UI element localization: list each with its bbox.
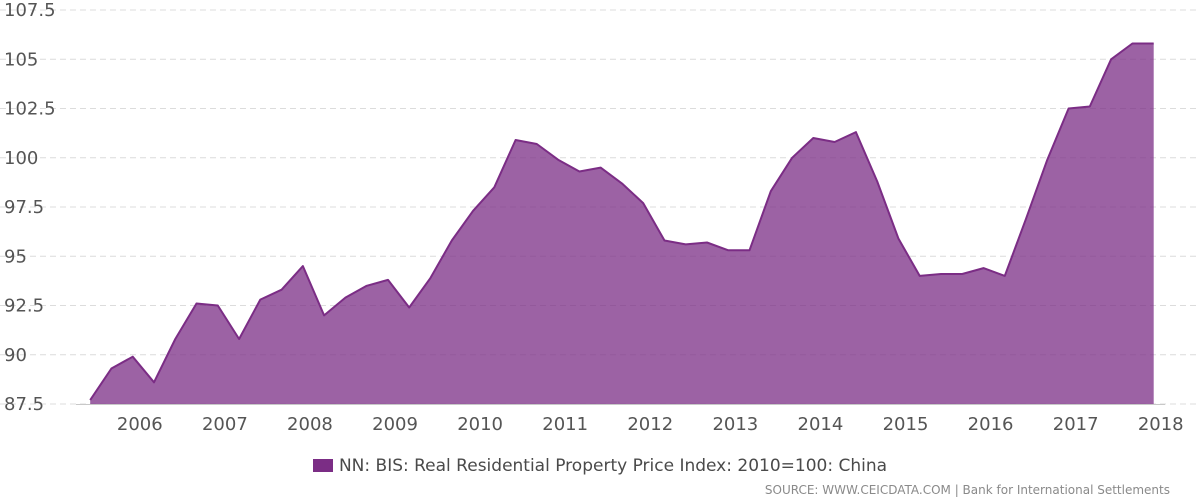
y-tick-label: 92.5 [4,296,44,317]
data-point [259,298,261,300]
data-point [429,277,431,279]
data-point [982,267,984,269]
data-point [472,210,474,212]
data-point [918,275,920,277]
data-point [727,249,729,251]
x-tick-label: 2016 [968,414,1014,435]
data-point [195,302,197,304]
data-point [365,285,367,287]
data-point [89,399,91,401]
data-point [961,273,963,275]
data-point [280,289,282,291]
data-point [557,159,559,161]
x-tick-label: 2006 [117,414,163,435]
y-tick-label: 90 [4,345,27,366]
y-tick-label: 100 [4,148,38,169]
x-tick-label: 2017 [1053,414,1099,435]
data-point [1110,58,1112,60]
area-series [76,42,1165,405]
data-point [812,137,814,139]
series-line [89,42,1154,401]
legend: NN: BIS: Real Residential Property Price… [0,456,1200,476]
x-tick-label: 2008 [287,414,333,435]
data-point [323,314,325,316]
data-point [748,249,750,251]
legend-label: NN: BIS: Real Residential Property Price… [338,456,888,476]
data-point [1131,42,1133,44]
data-point [770,190,772,192]
data-point [238,338,240,340]
data-point [897,237,899,239]
y-tick-label: 105 [4,49,38,70]
x-tick-label: 2009 [372,414,418,435]
data-point [706,241,708,243]
x-tick-label: 2010 [457,414,503,435]
data-point [536,143,538,145]
data-point [1046,159,1048,161]
data-point [153,381,155,383]
x-tick-label: 2014 [798,414,844,435]
data-point [302,265,304,267]
data-point [578,170,580,172]
source-note: SOURCE: WWW.CEICDATA.COM | Bank for Inte… [764,483,1170,497]
data-point [791,157,793,159]
y-tick-label: 97.5 [4,197,44,218]
data-point [1152,42,1154,44]
x-tick-label: 2013 [712,414,758,435]
data-point [132,356,134,358]
x-axis-ticks: 2006 2007 2008 2009 2010 2011 2012 2013 2014 2015… [117,414,1184,435]
data-point [1089,105,1091,107]
x-tick-label: 2007 [202,414,248,435]
y-tick-label: 95 [4,246,27,267]
series-area [90,43,1154,404]
y-tick-label: 87.5 [4,394,44,415]
data-point [217,304,219,306]
data-point [408,306,410,308]
y-axis-ticks: 87.5 90 92.5 95 97.5 100 102.5 105 107.5 [4,0,56,415]
data-point [621,182,623,184]
data-point [110,367,112,369]
data-point [451,239,453,241]
data-point [493,186,495,188]
data-point [663,239,665,241]
x-tick-label: 2011 [542,414,588,435]
x-tick-label: 2015 [883,414,929,435]
data-point [876,180,878,182]
data-point [514,139,516,141]
data-point [940,273,942,275]
x-tick-label: 2012 [627,414,673,435]
data-point [833,141,835,143]
data-point [1067,107,1069,109]
data-point [1004,275,1006,277]
y-tick-label: 107.5 [4,0,56,21]
data-point [642,202,644,204]
legend-swatch [312,459,333,472]
data-point [599,166,601,168]
y-tick-label: 102.5 [4,99,56,120]
data-point [855,131,857,133]
data-point [387,279,389,281]
data-point [174,338,176,340]
data-point [344,296,346,298]
data-point [685,243,687,245]
x-tick-label: 2018 [1138,414,1184,435]
data-point [1025,218,1027,220]
